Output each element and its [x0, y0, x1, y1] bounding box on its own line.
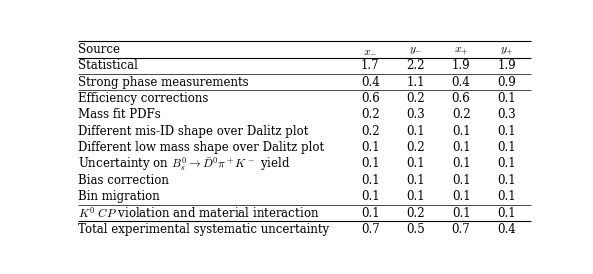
- Text: $y_{+}$: $y_{+}$: [499, 43, 514, 56]
- Text: 0.1: 0.1: [497, 190, 516, 203]
- Text: Strong phase measurements: Strong phase measurements: [78, 76, 248, 89]
- Text: 0.1: 0.1: [361, 190, 380, 203]
- Text: 0.1: 0.1: [452, 207, 470, 219]
- Text: 0.5: 0.5: [406, 223, 425, 236]
- Text: 0.2: 0.2: [406, 92, 425, 105]
- Text: 0.1: 0.1: [406, 190, 425, 203]
- Text: 0.2: 0.2: [361, 109, 380, 121]
- Text: 0.1: 0.1: [406, 174, 425, 187]
- Text: 0.4: 0.4: [361, 76, 380, 89]
- Text: 0.4: 0.4: [497, 223, 516, 236]
- Text: 0.2: 0.2: [452, 109, 470, 121]
- Text: Source: Source: [78, 43, 120, 56]
- Text: 0.1: 0.1: [497, 141, 516, 154]
- Text: 1.9: 1.9: [497, 59, 516, 72]
- Text: 0.1: 0.1: [406, 158, 425, 170]
- Text: 0.1: 0.1: [497, 125, 516, 138]
- Text: 0.2: 0.2: [406, 207, 425, 219]
- Text: $x_{+}$: $x_{+}$: [454, 43, 468, 56]
- Text: 0.1: 0.1: [497, 92, 516, 105]
- Text: Efficiency corrections: Efficiency corrections: [78, 92, 208, 105]
- Text: Uncertainty on $B_s^0 \rightarrow \bar{D}^0\pi^+K^-$ yield: Uncertainty on $B_s^0 \rightarrow \bar{D…: [78, 155, 290, 173]
- Text: Statistical: Statistical: [78, 59, 138, 72]
- Text: 0.6: 0.6: [361, 92, 380, 105]
- Text: 0.1: 0.1: [497, 158, 516, 170]
- Text: Different low mass shape over Dalitz plot: Different low mass shape over Dalitz plo…: [78, 141, 324, 154]
- Text: Bias correction: Bias correction: [78, 174, 168, 187]
- Text: 0.4: 0.4: [452, 76, 470, 89]
- Text: 0.6: 0.6: [452, 92, 470, 105]
- Text: 0.1: 0.1: [361, 141, 380, 154]
- Text: 0.9: 0.9: [497, 76, 516, 89]
- Text: 0.1: 0.1: [497, 207, 516, 219]
- Text: 1.1: 1.1: [406, 76, 425, 89]
- Text: $x_{-}$: $x_{-}$: [363, 43, 378, 56]
- Text: 0.1: 0.1: [361, 158, 380, 170]
- Text: 0.1: 0.1: [361, 174, 380, 187]
- Text: 0.7: 0.7: [452, 223, 470, 236]
- Text: $K^0$ $CP$ violation and material interaction: $K^0$ $CP$ violation and material intera…: [78, 206, 319, 221]
- Text: 0.1: 0.1: [452, 141, 470, 154]
- Text: 2.2: 2.2: [406, 59, 425, 72]
- Text: 0.3: 0.3: [406, 109, 425, 121]
- Text: 0.2: 0.2: [406, 141, 425, 154]
- Text: 0.1: 0.1: [497, 174, 516, 187]
- Text: $y_{-}$: $y_{-}$: [409, 43, 422, 56]
- Text: 0.1: 0.1: [452, 190, 470, 203]
- Text: Bin migration: Bin migration: [78, 190, 160, 203]
- Text: 0.1: 0.1: [452, 174, 470, 187]
- Text: 0.3: 0.3: [497, 109, 516, 121]
- Text: 0.1: 0.1: [361, 207, 380, 219]
- Text: 1.9: 1.9: [452, 59, 470, 72]
- Text: Total experimental systematic uncertainty: Total experimental systematic uncertaint…: [78, 223, 329, 236]
- Text: 0.1: 0.1: [406, 125, 425, 138]
- Text: Mass fit PDFs: Mass fit PDFs: [78, 109, 161, 121]
- Text: Different mis-ID shape over Dalitz plot: Different mis-ID shape over Dalitz plot: [78, 125, 308, 138]
- Text: 0.1: 0.1: [452, 158, 470, 170]
- Text: 0.1: 0.1: [452, 125, 470, 138]
- Text: 1.7: 1.7: [361, 59, 380, 72]
- Text: 0.7: 0.7: [361, 223, 380, 236]
- Text: 0.2: 0.2: [361, 125, 380, 138]
